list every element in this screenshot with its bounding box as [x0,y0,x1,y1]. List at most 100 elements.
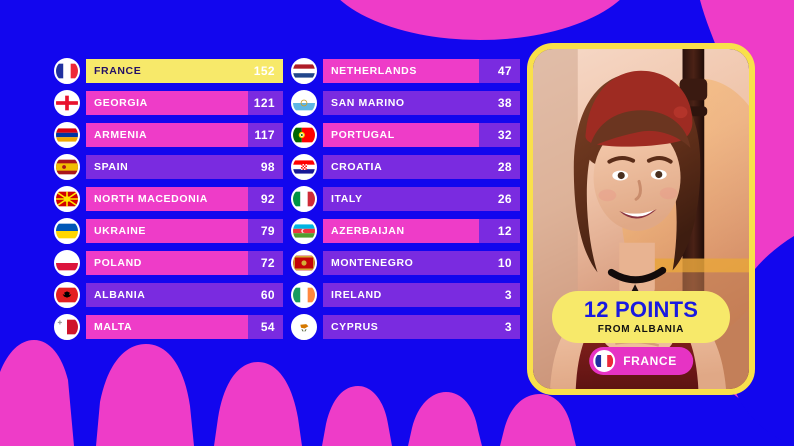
flag-italy-icon [291,186,317,213]
awarded-country-label: FRANCE [623,354,677,368]
scoreboard-row[interactable]: UKRAINE 79 [54,218,283,245]
score-bar: CYPRUS 3 [323,315,520,340]
country-score: 47 [497,64,512,79]
score-bar: NORTH MACEDONIA 92 [86,187,283,212]
country-name: NETHERLANDS [331,65,417,78]
score-bar: SAN MARINO 38 [323,91,520,116]
score-bar: ARMENIA 117 [86,123,283,148]
score-bar: UKRAINE 79 [86,219,283,244]
flag-ireland-icon [291,282,317,309]
country-score: 92 [260,192,275,207]
country-name: FRANCE [94,65,142,78]
country-name: SPAIN [94,161,129,174]
country-name: IRELAND [331,289,382,302]
bottom-pink-waves [0,340,576,446]
scoreboard-row[interactable]: MALTA 54 [54,314,283,341]
scoreboard-row[interactable]: ARMENIA 117 [54,122,283,149]
score-bar-fill [86,219,248,244]
flag-poland-icon [54,250,80,277]
country-score: 10 [497,256,512,271]
flag-croatia-icon [291,154,317,181]
country-name: PORTUGAL [331,129,395,142]
score-bar-fill [323,219,479,244]
score-bar: AZERBAIJAN 12 [323,219,520,244]
flag-armenia-icon [54,122,80,149]
score-bar: POLAND 72 [86,251,283,276]
scoreboard-row[interactable]: IRELAND 3 [291,282,520,309]
score-bar: FRANCE 152 [86,59,283,84]
scoreboard-row[interactable]: GEORGIA 121 [54,90,283,117]
scoreboard-row[interactable]: CYPRUS 3 [291,314,520,341]
scoreboard-column-left: FRANCE 152 GEORGIA 121 [54,58,283,348]
flag-malta-icon [54,314,80,341]
scoreboard-row[interactable]: MONTENEGRO 10 [291,250,520,277]
flag-portugal-icon [291,122,317,149]
score-bar-fill [86,187,248,212]
top-pink-blob [340,0,620,40]
country-name: MONTENEGRO [331,257,414,270]
flag-ukraine-icon [54,218,80,245]
score-bar-fill [323,123,479,148]
country-score: 26 [497,192,512,207]
flag-montenegro-icon [291,250,317,277]
score-bar: NETHERLANDS 47 [323,59,520,84]
score-bar: ITALY 26 [323,187,520,212]
scoreboard: FRANCE 152 GEORGIA 121 [0,58,520,348]
awarded-country-badge: FRANCE [589,347,693,375]
scoreboard-row[interactable]: POLAND 72 [54,250,283,277]
flag-azerbaijan-icon [291,218,317,245]
country-score: 38 [497,96,512,111]
flag-albania-icon [54,282,80,309]
country-name: ITALY [331,193,363,206]
country-name: MALTA [94,321,133,334]
country-score: 3 [504,320,512,335]
country-score: 32 [497,128,512,143]
score-bar-fill [86,91,248,116]
flag-north-macedonia-icon [54,186,80,213]
points-announcement-card[interactable]: 12 POINTS FROM ALBANIA FRANCE [527,43,755,395]
scoreboard-row[interactable]: SPAIN 98 [54,154,283,181]
score-bar-fill [323,59,479,84]
score-bar: CROATIA 28 [323,155,520,180]
points-amount-label: 12 POINTS [583,297,699,322]
country-name: CYPRUS [331,321,379,334]
score-bar: MALTA 54 [86,315,283,340]
score-bar: GEORGIA 121 [86,91,283,116]
scoreboard-row[interactable]: PORTUGAL 32 [291,122,520,149]
country-name: ARMENIA [94,129,148,142]
scoreboard-row[interactable]: AZERBAIJAN 12 [291,218,520,245]
points-from-label: FROM ALBANIA [597,324,685,335]
country-name: GEORGIA [94,97,148,110]
country-score: 12 [497,224,512,239]
country-name: NORTH MACEDONIA [94,193,208,206]
scoreboard-row[interactable]: ALBANIA 60 [54,282,283,309]
flag-san-marino-icon [291,90,317,117]
country-score: 152 [253,64,275,79]
scoreboard-row[interactable]: CROATIA 28 [291,154,520,181]
flag-france-icon [54,58,80,85]
country-name: POLAND [94,257,142,270]
country-name: CROATIA [331,161,383,174]
scoreboard-column-right: NETHERLANDS 47 SAN MARINO 38 [291,58,520,348]
score-bar-fill [86,251,248,276]
score-bar-fill [86,123,248,148]
country-score: 79 [260,224,275,239]
scoreboard-row[interactable]: FRANCE 152 [54,58,283,85]
scoreboard-row[interactable]: NETHERLANDS 47 [291,58,520,85]
points-award-badge: 12 POINTS FROM ALBANIA [552,291,730,343]
flag-spain-icon [54,154,80,181]
scoreboard-row[interactable]: NORTH MACEDONIA 92 [54,186,283,213]
flag-france-icon [593,350,616,372]
scoreboard-row[interactable]: ITALY 26 [291,186,520,213]
flag-cyprus-icon [291,314,317,341]
country-score: 3 [504,288,512,303]
score-bar: ALBANIA 60 [86,283,283,308]
country-name: UKRAINE [94,225,147,238]
scoreboard-row[interactable]: SAN MARINO 38 [291,90,520,117]
flag-georgia-icon [54,90,80,117]
country-score: 121 [253,96,275,111]
country-name: AZERBAIJAN [331,225,405,238]
score-bar: SPAIN 98 [86,155,283,180]
score-bar: IRELAND 3 [323,283,520,308]
